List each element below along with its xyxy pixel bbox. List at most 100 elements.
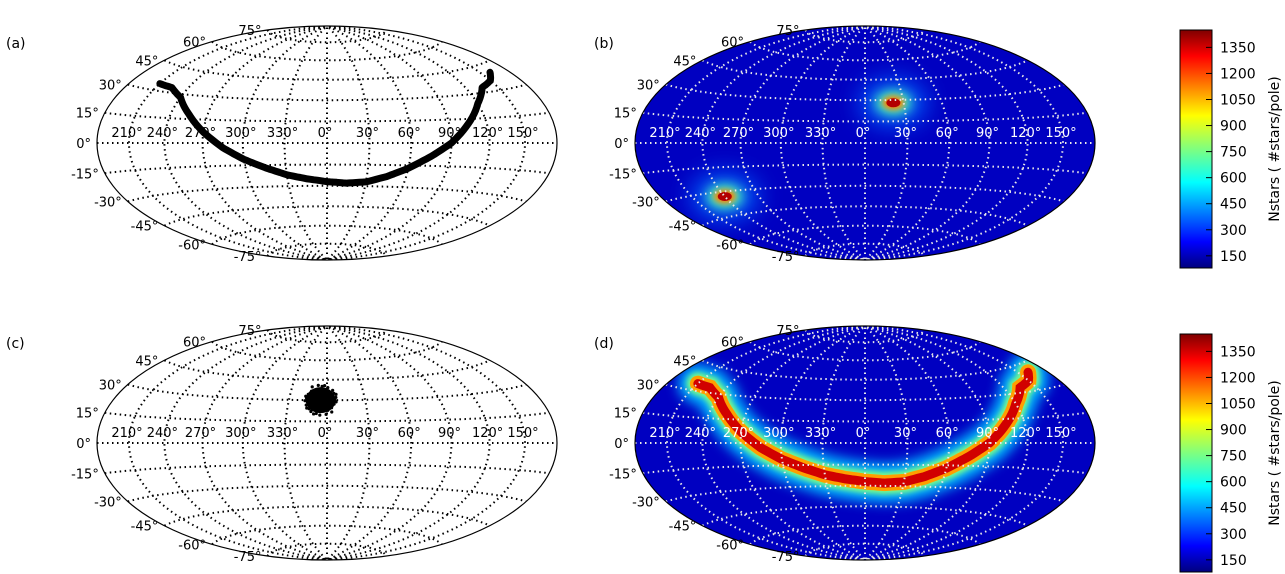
lon-tick-label: 210° (649, 126, 680, 141)
map-content (635, 326, 1095, 560)
panel-b: 75°60°45°30°15°0°-15°-30°-45°-60°-75°210… (594, 24, 1096, 265)
lon-tick-label: 90° (976, 426, 999, 441)
lon-tick-label: 60° (398, 126, 421, 141)
lat-tick-label: -45° (131, 220, 159, 235)
lat-tick-label: -15° (609, 167, 637, 182)
colorbar-tick-label: 300 (1220, 527, 1247, 543)
lon-tick-label: 90° (976, 126, 999, 141)
lat-tick-label: -60° (716, 538, 744, 553)
lat-tick-label: 30° (99, 79, 122, 94)
lon-tick-label: 0° (318, 126, 333, 141)
lon-tick-label: 150° (1045, 426, 1076, 441)
graticule (635, 26, 1095, 260)
colorbar-label: Nstars ( #stars/pole) (1267, 76, 1283, 222)
map-content (97, 26, 557, 260)
colorbar-tick-label: 1050 (1220, 396, 1256, 412)
lat-tick-label: 30° (637, 379, 660, 394)
map-content (635, 26, 1095, 260)
lon-tick-label: 270° (723, 426, 754, 441)
lat-tick-label: -15° (609, 467, 637, 482)
lat-tick-label: -75° (234, 550, 262, 565)
lat-tick-label: -15° (71, 167, 99, 182)
lat-tick-label: -45° (669, 220, 697, 235)
star-pole-track (156, 68, 495, 187)
lon-tick-label: 300° (225, 426, 256, 441)
lon-tick-label: 60° (936, 126, 959, 141)
lat-tick-label: 15° (614, 407, 637, 422)
lat-tick-label: 15° (614, 107, 637, 122)
lon-tick-label: 120° (472, 126, 503, 141)
lon-tick-label: 270° (185, 126, 216, 141)
colorbar-tick-label: 1200 (1220, 370, 1256, 386)
colorbar: 150 300 450 600 750 900 1050 1200 1350 Nstars ( #… (1179, 29, 1283, 269)
colorbar-tick-label: 600 (1220, 475, 1247, 491)
lon-tick-label: 240° (147, 126, 178, 141)
density-band (677, 352, 1049, 504)
lat-tick-label: -30° (94, 196, 122, 211)
lat-tick-label: -30° (632, 196, 660, 211)
lon-tick-label: 240° (685, 126, 716, 141)
lon-tick-label: 0° (856, 126, 871, 141)
graticule (97, 26, 557, 260)
lon-tick-label: 300° (763, 426, 794, 441)
lon-tick-label: 120° (1010, 426, 1041, 441)
colorbar-tick-label: 150 (1220, 553, 1247, 569)
lon-tick-label: 270° (723, 126, 754, 141)
map-outline (634, 25, 1096, 261)
lon-tick-label: 300° (225, 126, 256, 141)
lon-tick-label: 300° (763, 126, 794, 141)
colorbar-tick-label: 1200 (1220, 66, 1256, 82)
lon-tick-label: 210° (111, 426, 142, 441)
graticule (635, 326, 1095, 560)
lon-tick-label: 0° (318, 426, 333, 441)
lat-tick-label: -60° (178, 538, 206, 553)
colorbar-tick-label: 1050 (1220, 92, 1256, 108)
lat-tick-label: -45° (669, 520, 697, 535)
hotspot-1 (859, 78, 928, 127)
lon-tick-label: 150° (507, 126, 538, 141)
colorbar-tick-label: 1350 (1220, 40, 1256, 56)
lat-tick-label: 75° (238, 24, 261, 39)
lon-tick-label: 30° (356, 426, 379, 441)
panel-label: (a) (6, 36, 26, 52)
map-outline (96, 25, 558, 261)
lat-tick-label: 60° (183, 336, 206, 351)
colorbar-tick-label: 300 (1220, 223, 1247, 239)
panel-label: (c) (6, 336, 25, 352)
panel-a: 75°60°45°30°15°0°-15°-30°-45°-60°-75°210… (6, 24, 558, 265)
lat-tick-label: -30° (632, 496, 660, 511)
lon-tick-label: 150° (1045, 126, 1076, 141)
lon-tick-label: 240° (147, 426, 178, 441)
lat-tick-label: 0° (614, 137, 629, 152)
lat-tick-label: -75° (772, 250, 800, 265)
panel-label: (b) (594, 36, 614, 52)
lat-tick-label: 30° (637, 79, 660, 94)
lon-tick-label: 60° (398, 426, 421, 441)
lat-tick-label: 30° (99, 379, 122, 394)
lon-tick-label: 120° (472, 426, 503, 441)
lat-tick-label: 60° (721, 36, 744, 51)
lon-tick-label: 150° (507, 426, 538, 441)
lon-tick-label: 210° (111, 126, 142, 141)
lat-tick-label: -30° (94, 496, 122, 511)
lon-tick-label: 270° (185, 426, 216, 441)
lat-tick-label: 75° (238, 324, 261, 339)
lat-tick-label: 0° (76, 137, 91, 152)
panel-d: 75°60°45°30°15°0°-15°-30°-45°-60°-75°210… (594, 324, 1096, 565)
colorbar-tick-label: 1350 (1220, 344, 1256, 360)
lat-tick-label: -60° (178, 238, 206, 253)
lon-tick-label: 330° (267, 426, 298, 441)
lat-tick-label: 60° (183, 36, 206, 51)
colorbar-tick-label: 900 (1220, 119, 1247, 135)
colorbar-tick-label: 150 (1220, 249, 1247, 265)
lat-tick-label: -75° (772, 550, 800, 565)
lat-tick-label: 0° (76, 437, 91, 452)
lat-tick-label: 15° (76, 407, 99, 422)
lon-tick-label: 240° (685, 426, 716, 441)
lat-tick-label: 45° (673, 54, 696, 69)
colorbar-tick-label: 450 (1220, 197, 1247, 213)
star-pole-cluster (303, 383, 338, 417)
map-content (97, 326, 557, 560)
hotspot-2 (690, 172, 759, 221)
colorbar-tick-label: 750 (1220, 449, 1247, 465)
